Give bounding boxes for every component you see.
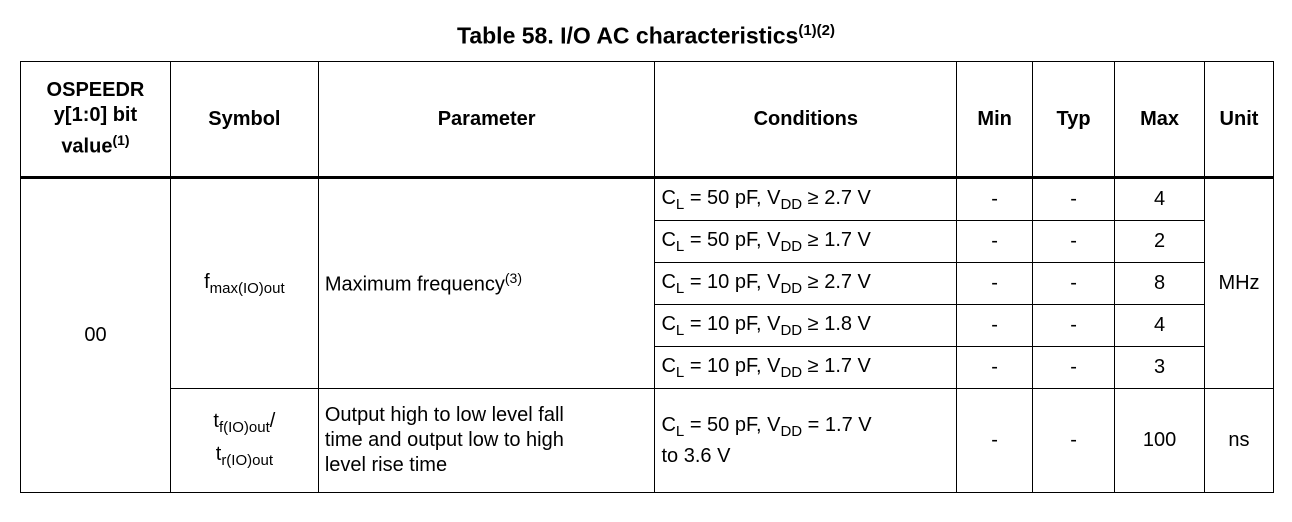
vdd-sub: DD: [780, 237, 803, 255]
tf-parameter-line2: time and output low to high: [324, 429, 564, 451]
fmax-symbol-main: f: [204, 270, 210, 293]
cl-value: = 10 pF, V: [684, 270, 781, 293]
typ-cell: -: [1032, 220, 1116, 263]
cl-value: = 10 pF, V: [684, 312, 781, 335]
header-typ: Typ: [1032, 61, 1116, 179]
header-parameter: Parameter: [317, 61, 656, 179]
tf-parameter-line1: Output high to low level fall: [324, 404, 564, 426]
max-cell: 3: [1114, 346, 1205, 389]
min-cell: -: [956, 346, 1034, 389]
typ-cell: -: [1032, 388, 1116, 493]
vdd-value: ≥ 1.7 V: [802, 228, 871, 251]
cl-value: = 50 pF, V: [684, 186, 781, 209]
cl-value: = 50 pF, V: [684, 413, 781, 436]
header-symbol: Symbol: [169, 61, 319, 179]
min-cell: -: [956, 388, 1034, 493]
vdd-value: ≥ 2.7 V: [802, 270, 871, 293]
cl-symbol: C: [661, 186, 676, 209]
tr-symbol-sub: r(IO)out: [221, 451, 273, 469]
cl-sub: L: [675, 195, 685, 213]
fmax-parameter-note: (3): [504, 270, 523, 287]
tf-symbol-main: t: [213, 409, 219, 432]
fmax-symbol-cell: fmax(IO)out: [169, 177, 319, 389]
condition-cell: CL = 10 pF, VDD ≥ 1.8 V: [654, 304, 958, 347]
header-ospeedr-line2: y[1:0] bit: [53, 104, 138, 127]
cl-symbol: C: [661, 228, 676, 251]
tf-tr-parameter-cell: Output high to low level fall time and o…: [317, 388, 656, 493]
vdd-value: = 1.7 V: [802, 413, 872, 436]
cl-sub: L: [675, 363, 685, 381]
min-cell: -: [956, 177, 1034, 221]
max-cell: 100: [1114, 388, 1205, 493]
tf-parameter-line3: level rise time: [324, 454, 448, 476]
condition-cell: CL = 10 pF, VDD ≥ 2.7 V: [654, 262, 958, 305]
cl-sub: L: [675, 237, 685, 255]
typ-cell: -: [1032, 177, 1116, 221]
cl-sub: L: [675, 279, 685, 297]
fmax-unit-cell: MHz: [1203, 177, 1275, 389]
header-conditions: Conditions: [654, 61, 958, 179]
max-cell: 4: [1114, 304, 1205, 347]
io-ac-characteristics-table: OSPEEDR y[1:0] bit value(1) Symbol Param…: [20, 61, 1275, 493]
cl-symbol: C: [661, 413, 676, 436]
table-title: Table 58. I/O AC characteristics(1)(2): [0, 22, 1292, 50]
vdd-value: ≥ 1.8 V: [802, 312, 871, 335]
vdd-sub: DD: [780, 363, 803, 381]
min-cell: -: [956, 304, 1034, 347]
ospeedr-value-cell: 00: [20, 177, 171, 493]
table-row: 00 fmax(IO)out Maximum frequency(3) CL =…: [20, 177, 1275, 493]
cl-sub: L: [675, 422, 685, 440]
condition-cell: CL = 50 pF, VDD ≥ 2.7 V: [654, 177, 958, 221]
vdd-sub: DD: [780, 422, 803, 440]
header-ospeedr-line1: OSPEEDR: [46, 79, 145, 102]
condition-line2: to 3.6 V: [661, 444, 731, 467]
condition-cell: CL = 50 pF, VDD ≥ 1.7 V: [654, 220, 958, 263]
vdd-value: ≥ 2.7 V: [802, 186, 871, 209]
header-unit: Unit: [1203, 61, 1275, 179]
vdd-sub: DD: [780, 321, 803, 339]
table-title-notes: (1)(2): [798, 22, 835, 39]
header-row: OSPEEDR y[1:0] bit value(1) Symbol Param…: [20, 61, 1275, 179]
min-cell: -: [956, 262, 1034, 305]
tf-tr-symbol-cell: tf(IO)out/ tr(IO)out: [169, 388, 319, 493]
typ-cell: -: [1032, 346, 1116, 389]
header-min: Min: [956, 61, 1034, 179]
tf-symbol-slash: /: [269, 409, 276, 432]
header-max: Max: [1114, 61, 1205, 179]
cl-value: = 50 pF, V: [684, 228, 781, 251]
cl-symbol: C: [661, 312, 676, 335]
fmax-parameter-text: Maximum frequency: [324, 273, 505, 296]
cl-value: = 10 pF, V: [684, 354, 781, 377]
cl-sub: L: [675, 321, 685, 339]
cl-symbol: C: [661, 270, 676, 293]
max-cell: 4: [1114, 177, 1205, 221]
typ-cell: -: [1032, 262, 1116, 305]
vdd-sub: DD: [780, 195, 803, 213]
table-row: tf(IO)out/ tr(IO)out Output high to low …: [21, 388, 1275, 493]
cl-symbol: C: [661, 354, 676, 377]
header-ospeedr: OSPEEDR y[1:0] bit value(1): [20, 61, 171, 179]
header-ospeedr-note: (1): [112, 132, 130, 149]
condition-cell: CL = 10 pF, VDD ≥ 1.7 V: [654, 346, 958, 389]
table-row: CL = 10 pF, VDD ≥ 1.8 V - - 4: [21, 304, 1274, 347]
vdd-value: ≥ 1.7 V: [802, 354, 871, 377]
tf-tr-condition-cell: CL = 50 pF, VDD = 1.7 V to 3.6 V: [654, 388, 958, 493]
tf-symbol-sub: f(IO)out: [218, 418, 270, 436]
unit-cell: ns: [1203, 388, 1275, 493]
table-title-text: Table 58. I/O AC characteristics: [457, 22, 799, 49]
header-ospeedr-line3: value: [61, 135, 113, 158]
typ-cell: -: [1032, 304, 1116, 347]
table-row: CL = 10 pF, VDD ≥ 1.7 V - - 3: [21, 346, 1274, 389]
tr-symbol-main: t: [215, 442, 222, 465]
max-cell: 8: [1114, 262, 1205, 305]
fmax-symbol-sub: max(IO)out: [209, 279, 285, 297]
fmax-parameter-cell: Maximum frequency(3): [317, 177, 656, 389]
min-cell: -: [956, 220, 1034, 263]
vdd-sub: DD: [780, 279, 803, 297]
max-cell: 2: [1114, 220, 1205, 263]
